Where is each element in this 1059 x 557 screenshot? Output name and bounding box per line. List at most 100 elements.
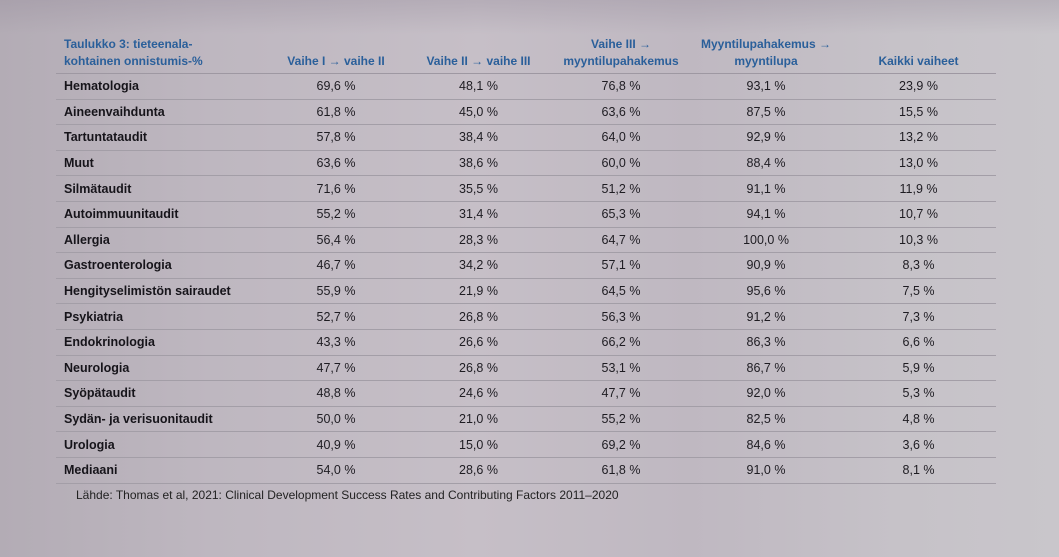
- table-row: Aineenvaihdunta 61,8 % 45,0 % 63,6 % 87,5 % 1…: [56, 99, 996, 126]
- table-cell: 91,0 %: [691, 457, 841, 484]
- table-cell: 5,9 %: [841, 355, 996, 382]
- table-cell: 54,0 %: [266, 457, 406, 484]
- table-cell: 34,2 %: [406, 252, 551, 279]
- table-cell: 52,7 %: [266, 303, 406, 330]
- table-cell: 84,6 %: [691, 431, 841, 458]
- table-cell: 71,6 %: [266, 175, 406, 202]
- table-cell: 13,0 %: [841, 150, 996, 177]
- row-label: Urologia: [56, 431, 266, 458]
- table-cell: 21,0 %: [406, 406, 551, 433]
- table-cell: 7,5 %: [841, 278, 996, 305]
- row-label: Hematologia: [56, 73, 266, 100]
- table-cell: 48,1 %: [406, 73, 551, 100]
- table-cell: 64,0 %: [551, 124, 691, 151]
- table-cell: 64,7 %: [551, 227, 691, 254]
- row-label: Gastroenterologia: [56, 252, 266, 279]
- table-row: Urologia 40,9 % 15,0 % 69,2 % 84,6 % 3,6 %: [56, 431, 996, 458]
- row-label: Neurologia: [56, 355, 266, 382]
- table-row: Tartuntataudit 57,8 % 38,4 % 64,0 % 92,9 % 13…: [56, 124, 996, 151]
- table-cell: 55,2 %: [551, 406, 691, 433]
- row-label: Sydän- ja verisuonitaudit: [56, 406, 266, 433]
- table-cell: 15,0 %: [406, 431, 551, 458]
- table-cell: 26,8 %: [406, 303, 551, 330]
- row-label: Autoimmuunitaudit: [56, 201, 266, 228]
- table-header-row: Taulukko 3: tieteenala- kohtainen onnist…: [56, 36, 996, 74]
- table-cell: 93,1 %: [691, 73, 841, 100]
- table-cell: 61,8 %: [266, 99, 406, 126]
- table-row: Allergia 56,4 % 28,3 % 64,7 % 100,0 % 10,3 %: [56, 227, 996, 254]
- table-cell: 88,4 %: [691, 150, 841, 177]
- table-caption: Taulukko 3: tieteenala- kohtainen onnist…: [56, 36, 266, 74]
- table-cell: 5,3 %: [841, 380, 996, 407]
- table-cell: 55,2 %: [266, 201, 406, 228]
- table-cell: 92,0 %: [691, 380, 841, 407]
- table-row: Autoimmuunitaudit 55,2 % 31,4 % 65,3 % 94,1 …: [56, 201, 996, 228]
- table-cell: 43,3 %: [266, 329, 406, 356]
- table-cell: 56,3 %: [551, 303, 691, 330]
- table-row: Sydän- ja verisuonitaudit 50,0 % 21,0 % 55,…: [56, 406, 996, 433]
- table-cell: 28,3 %: [406, 227, 551, 254]
- table-cell: 91,1 %: [691, 175, 841, 202]
- column-header-line-1: Myyntilupahakemus →: [700, 37, 832, 51]
- table-cell: 24,6 %: [406, 380, 551, 407]
- table-row: Gastroenterologia 46,7 % 34,2 % 57,1 % 90,9 …: [56, 252, 996, 279]
- table-cell: 38,4 %: [406, 124, 551, 151]
- table-cell: 86,7 %: [691, 355, 841, 382]
- table-cell: 63,6 %: [266, 150, 406, 177]
- table-cell: 10,3 %: [841, 227, 996, 254]
- table-cell: 23,9 %: [841, 73, 996, 100]
- table-row: Syöpätaudit 48,8 % 24,6 % 47,7 % 92,0 % 5,3 %: [56, 380, 996, 407]
- table-cell: 64,5 %: [551, 278, 691, 305]
- table-cell: 8,3 %: [841, 252, 996, 279]
- table-cell: 92,9 %: [691, 124, 841, 151]
- table-cell: 63,6 %: [551, 99, 691, 126]
- table-cell: 4,8 %: [841, 406, 996, 433]
- table-cell: 57,8 %: [266, 124, 406, 151]
- table-row: Psykiatria 52,7 % 26,8 % 56,3 % 91,2 % 7,3 %: [56, 303, 996, 330]
- column-header-line-2: myyntilupahakemus: [563, 54, 679, 68]
- next-heading-fragment: [64, 548, 104, 557]
- table-cell: 26,6 %: [406, 329, 551, 356]
- table-cell: 7,3 %: [841, 303, 996, 330]
- row-label: Syöpätaudit: [56, 380, 266, 407]
- table-cell: 46,7 %: [266, 252, 406, 279]
- success-rate-table: Taulukko 3: tieteenala- kohtainen onnist…: [56, 36, 996, 484]
- column-header-phase2-phase3: Vaihe II → vaihe III: [406, 36, 551, 74]
- table-row: Silmätaudit 71,6 % 35,5 % 51,2 % 91,1 % 11,9 …: [56, 175, 996, 202]
- column-header-all-phases: Kaikki vaiheet: [841, 36, 996, 74]
- table-cell: 87,5 %: [691, 99, 841, 126]
- table-row: Hematologia 69,6 % 48,1 % 76,8 % 93,1 % 23,9 …: [56, 73, 996, 100]
- column-header-line-2: Vaihe II → vaihe III: [426, 54, 531, 68]
- row-label: Muut: [56, 150, 266, 177]
- table-cell: 69,6 %: [266, 73, 406, 100]
- column-header-application-approval: Myyntilupahakemus → myyntilupa: [691, 36, 841, 74]
- table-cell: 8,1 %: [841, 457, 996, 484]
- table-cell: 53,1 %: [551, 355, 691, 382]
- table-cell: 45,0 %: [406, 99, 551, 126]
- row-label: Mediaani: [56, 457, 266, 484]
- table-cell: 94,1 %: [691, 201, 841, 228]
- table-cell: 56,4 %: [266, 227, 406, 254]
- column-header-phase1-phase2: Vaihe I → vaihe II: [266, 36, 406, 74]
- table-row: Hengityselimistön sairaudet 55,9 % 21,9 % 6…: [56, 278, 996, 305]
- table-cell: 65,3 %: [551, 201, 691, 228]
- row-label: Aineenvaihdunta: [56, 99, 266, 126]
- column-header-line-1: Vaihe III →: [590, 37, 652, 51]
- table-cell: 40,9 %: [266, 431, 406, 458]
- table-cell: 51,2 %: [551, 175, 691, 202]
- source-note: Lähde: Thomas et al, 2021: Clinical Deve…: [76, 487, 619, 502]
- column-header-line-2: Kaikki vaiheet: [878, 54, 959, 68]
- table-cell: 86,3 %: [691, 329, 841, 356]
- table-cell: 82,5 %: [691, 406, 841, 433]
- table-cell: 6,6 %: [841, 329, 996, 356]
- table-cell: 69,2 %: [551, 431, 691, 458]
- caption-line-1: Taulukko 3: tieteenala-: [64, 37, 193, 51]
- table-cell: 26,8 %: [406, 355, 551, 382]
- table-cell: 47,7 %: [266, 355, 406, 382]
- column-header-line-2: Vaihe I → vaihe II: [287, 54, 385, 68]
- table-cell: 90,9 %: [691, 252, 841, 279]
- column-header-line-2: myyntilupa: [734, 54, 798, 68]
- table-cell: 76,8 %: [551, 73, 691, 100]
- row-label: Allergia: [56, 227, 266, 254]
- table-cell: 57,1 %: [551, 252, 691, 279]
